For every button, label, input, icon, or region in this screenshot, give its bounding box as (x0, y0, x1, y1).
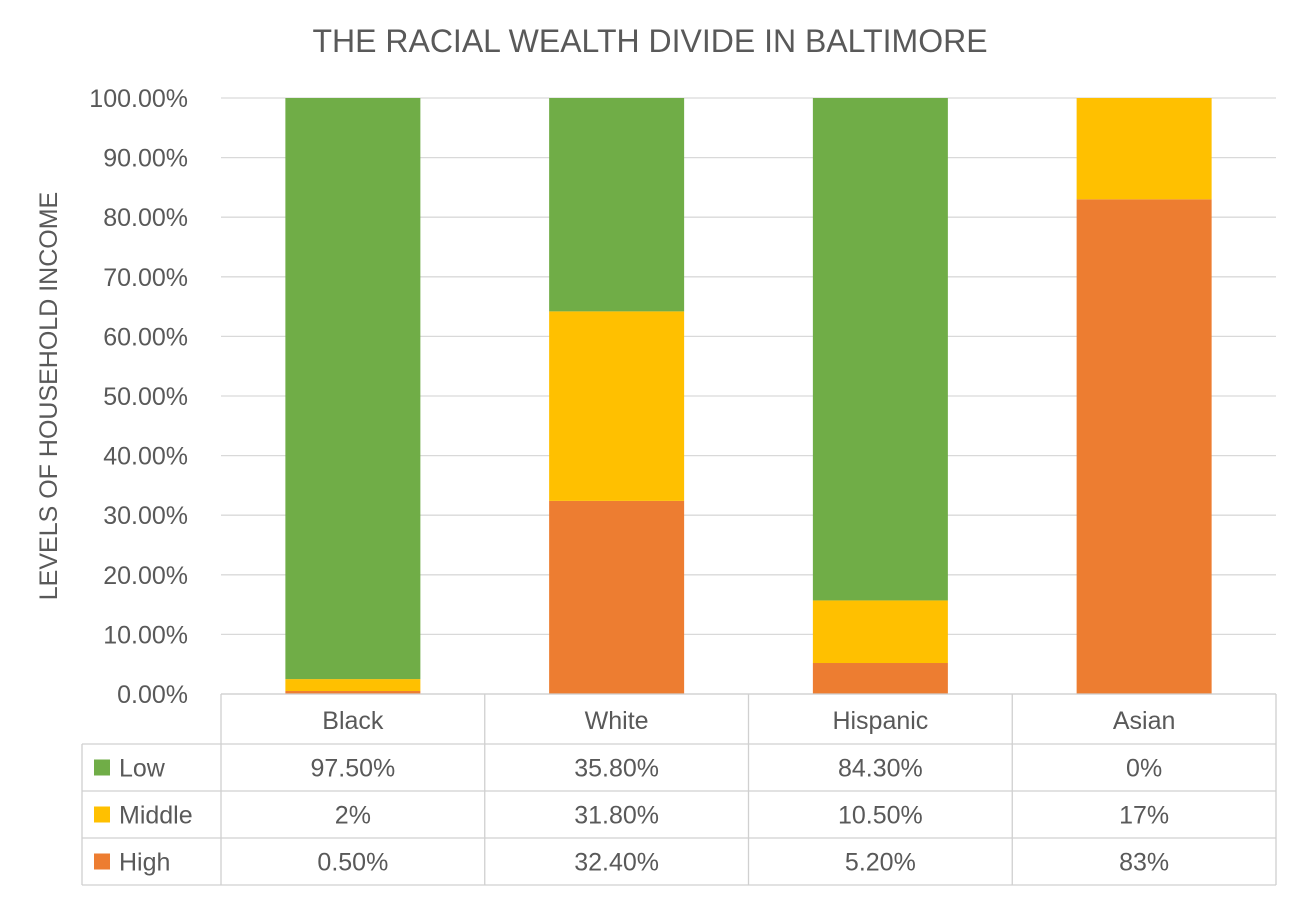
y-tick-label: 30.00% (103, 502, 188, 530)
bar-middle-asian (1076, 98, 1212, 200)
data-label: 35.80% (574, 755, 659, 783)
bar-middle-black (285, 679, 421, 692)
x-tick-label: Asian (1113, 707, 1176, 735)
bar-high-asian (1076, 199, 1212, 694)
y-tick-label: 0.00% (117, 681, 188, 709)
chart-title: THE RACIAL WEALTH DIVIDE IN BALTIMORE (312, 23, 987, 59)
bar-low-black (285, 98, 421, 680)
data-label: 10.50% (838, 802, 923, 830)
x-tick-label: White (585, 707, 649, 735)
bar-high-white (549, 500, 685, 694)
y-tick-label: 100.00% (89, 85, 188, 113)
y-tick-label: 80.00% (103, 204, 188, 232)
y-tick-label: 90.00% (103, 145, 188, 173)
legend-label-low: Low (119, 755, 166, 783)
data-label: 0% (1126, 755, 1162, 783)
data-label: 0.50% (317, 849, 388, 877)
y-axis-ticks: 0.00% 10.00% 20.00% 30.00% 40.00% 50.00% 60.00… (89, 85, 188, 709)
data-label: 17% (1119, 802, 1169, 830)
data-label: 97.50% (310, 755, 395, 783)
legend-swatch-low (94, 759, 110, 776)
data-label: 84.30% (838, 755, 923, 783)
bar-low-hispanic (812, 98, 948, 601)
legend-label-high: High (119, 849, 170, 877)
legend-label-middle: Middle (119, 802, 193, 830)
bars (285, 98, 1212, 694)
data-label: 32.40% (574, 849, 659, 877)
bar-middle-white (549, 311, 685, 501)
y-tick-label: 40.00% (103, 443, 188, 471)
x-tick-label: Black (322, 707, 384, 735)
data-label: 5.20% (845, 849, 916, 877)
y-tick-label: 60.00% (103, 323, 188, 351)
y-tick-label: 10.00% (103, 621, 188, 649)
data-label: 2% (335, 802, 371, 830)
bar-middle-hispanic (812, 600, 948, 664)
legend-swatch-middle (94, 806, 110, 823)
bar-high-black (285, 691, 421, 694)
legend-swatch-high (94, 853, 110, 870)
bar-low-white (549, 98, 685, 312)
data-table: Black White Hispanic Asian Low 97.50% 35.80% 84… (81, 693, 1277, 886)
data-label: 31.80% (574, 802, 659, 830)
x-tick-label: Hispanic (832, 707, 928, 735)
data-label: 83% (1119, 849, 1169, 877)
y-tick-label: 50.00% (103, 383, 188, 411)
y-tick-label: 70.00% (103, 264, 188, 292)
y-tick-label: 20.00% (103, 562, 188, 590)
bar-high-hispanic (812, 663, 948, 694)
y-axis-label: LEVELS OF HOUSEHOLD INCOME (35, 192, 63, 600)
